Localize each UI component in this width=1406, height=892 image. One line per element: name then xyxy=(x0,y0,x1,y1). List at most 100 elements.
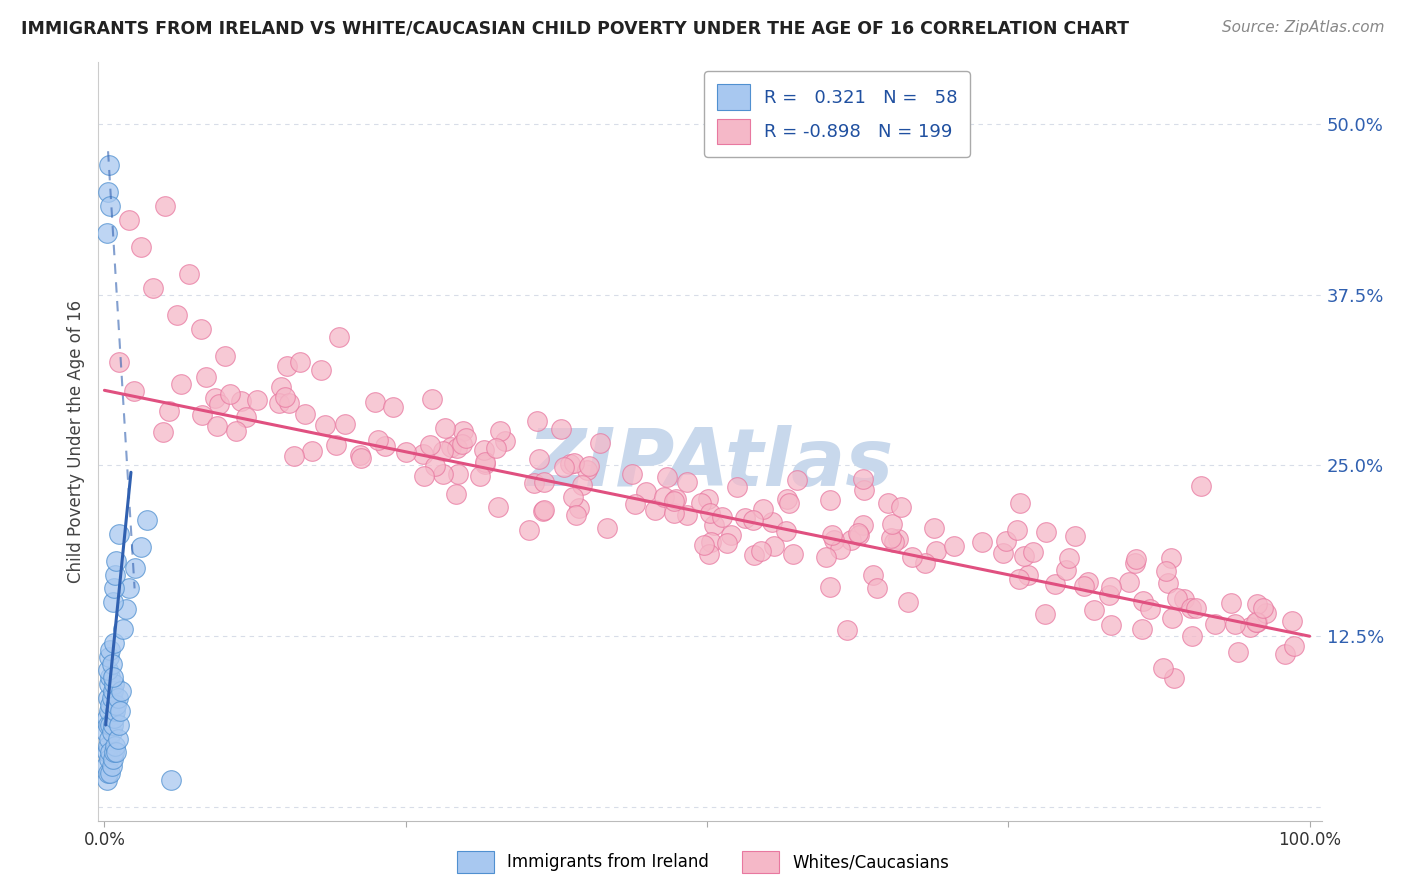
Point xyxy=(1123,557,1146,571)
Point xyxy=(96,226,118,240)
Point xyxy=(901,549,924,564)
Point xyxy=(533,504,555,518)
Point xyxy=(101,670,124,684)
Point xyxy=(1083,603,1105,617)
Point xyxy=(100,657,122,671)
Point xyxy=(105,745,128,759)
Point xyxy=(474,457,496,471)
Point xyxy=(152,425,174,439)
Point xyxy=(1244,615,1267,629)
Point xyxy=(575,463,598,477)
Point xyxy=(1251,600,1274,615)
Point xyxy=(1098,588,1121,602)
Point xyxy=(419,438,441,452)
Point xyxy=(1246,615,1268,629)
Point xyxy=(97,664,120,678)
Point xyxy=(100,718,122,732)
Point xyxy=(94,759,117,773)
Point xyxy=(852,483,875,498)
Point xyxy=(1220,596,1243,610)
Point xyxy=(440,440,463,454)
Point xyxy=(107,731,129,746)
Point xyxy=(350,450,373,465)
Point xyxy=(1160,611,1182,625)
Point xyxy=(142,281,165,295)
Point xyxy=(117,582,139,596)
Point xyxy=(100,765,122,780)
Point xyxy=(108,704,131,718)
Point xyxy=(1017,567,1039,582)
Point xyxy=(420,392,443,407)
Point xyxy=(124,561,146,575)
Point xyxy=(111,623,134,637)
Point xyxy=(890,500,912,514)
Point xyxy=(676,508,699,522)
Point xyxy=(101,684,124,698)
Point xyxy=(117,212,139,227)
Point xyxy=(432,444,454,458)
Point xyxy=(104,567,127,582)
Point xyxy=(194,370,217,384)
Point xyxy=(447,467,470,481)
Point xyxy=(468,468,491,483)
Point xyxy=(1154,565,1177,579)
Point xyxy=(103,582,125,596)
Point xyxy=(1008,495,1031,509)
Point xyxy=(446,441,468,455)
Point xyxy=(122,384,145,398)
Point xyxy=(474,455,496,469)
Point xyxy=(107,690,129,705)
Point xyxy=(1118,575,1140,590)
Point xyxy=(1035,525,1057,540)
Point xyxy=(943,540,966,554)
Point xyxy=(1239,619,1261,633)
Point xyxy=(562,490,585,504)
Point xyxy=(786,474,808,488)
Point xyxy=(169,377,191,392)
Point xyxy=(644,503,666,517)
Point xyxy=(690,496,713,510)
Point xyxy=(1152,661,1174,675)
Point xyxy=(848,525,870,540)
Point xyxy=(761,516,783,530)
Point xyxy=(742,549,765,563)
Point xyxy=(526,414,548,428)
Point xyxy=(434,421,457,435)
Point xyxy=(734,510,756,524)
Text: ZIPAtlas: ZIPAtlas xyxy=(527,425,893,503)
Point xyxy=(775,524,797,539)
Point xyxy=(1160,551,1182,566)
Point xyxy=(1181,629,1204,643)
Point xyxy=(851,517,873,532)
Point xyxy=(349,448,371,462)
Point xyxy=(98,752,121,766)
Point xyxy=(1173,592,1195,607)
Point xyxy=(1099,618,1122,632)
Point xyxy=(897,594,920,608)
Point xyxy=(100,745,122,759)
Point xyxy=(1033,607,1056,621)
Point xyxy=(98,731,121,746)
Y-axis label: Child Poverty Under the Age of 16: Child Poverty Under the Age of 16 xyxy=(66,300,84,583)
Point xyxy=(1254,606,1277,620)
Point xyxy=(219,387,242,401)
Point xyxy=(96,745,118,759)
Point xyxy=(662,506,685,520)
Point xyxy=(1226,645,1249,659)
Point xyxy=(883,534,905,549)
Point xyxy=(1022,545,1045,559)
Point xyxy=(450,437,472,451)
Point xyxy=(1099,580,1122,594)
Point xyxy=(1274,647,1296,661)
Point xyxy=(110,684,132,698)
Point xyxy=(1163,671,1185,685)
Point xyxy=(129,541,152,555)
Point xyxy=(159,772,181,787)
Point xyxy=(1139,602,1161,616)
Point xyxy=(700,534,723,549)
Point xyxy=(97,718,120,732)
Point xyxy=(1223,617,1246,632)
Point xyxy=(108,355,131,369)
Point xyxy=(278,396,301,410)
Point xyxy=(837,623,859,637)
